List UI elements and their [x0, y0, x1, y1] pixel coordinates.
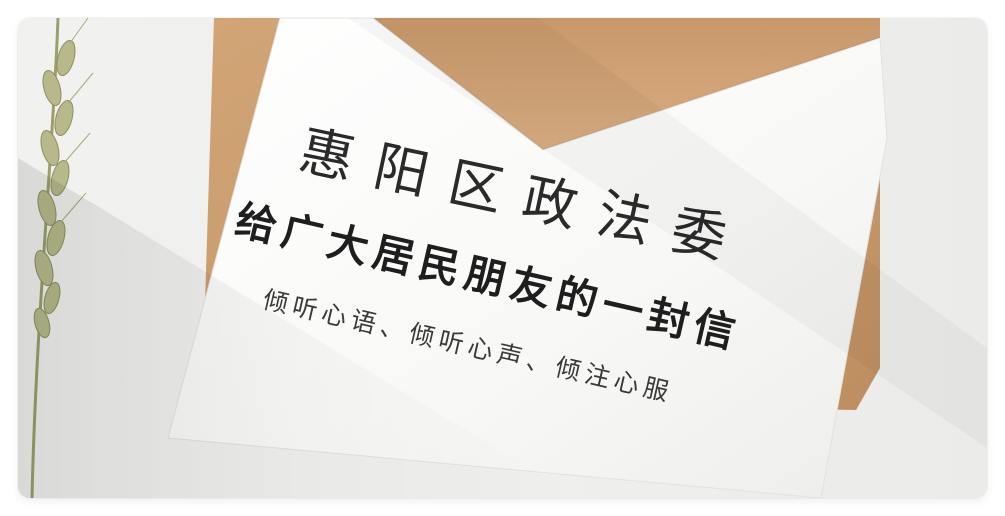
banner-image: 惠阳区政法委 给广大居民朋友的一封信 倾听心语、倾听心声、倾注心服	[18, 18, 987, 498]
envelope-flap	[373, 18, 880, 150]
wheat-stalk-icon	[30, 18, 94, 498]
